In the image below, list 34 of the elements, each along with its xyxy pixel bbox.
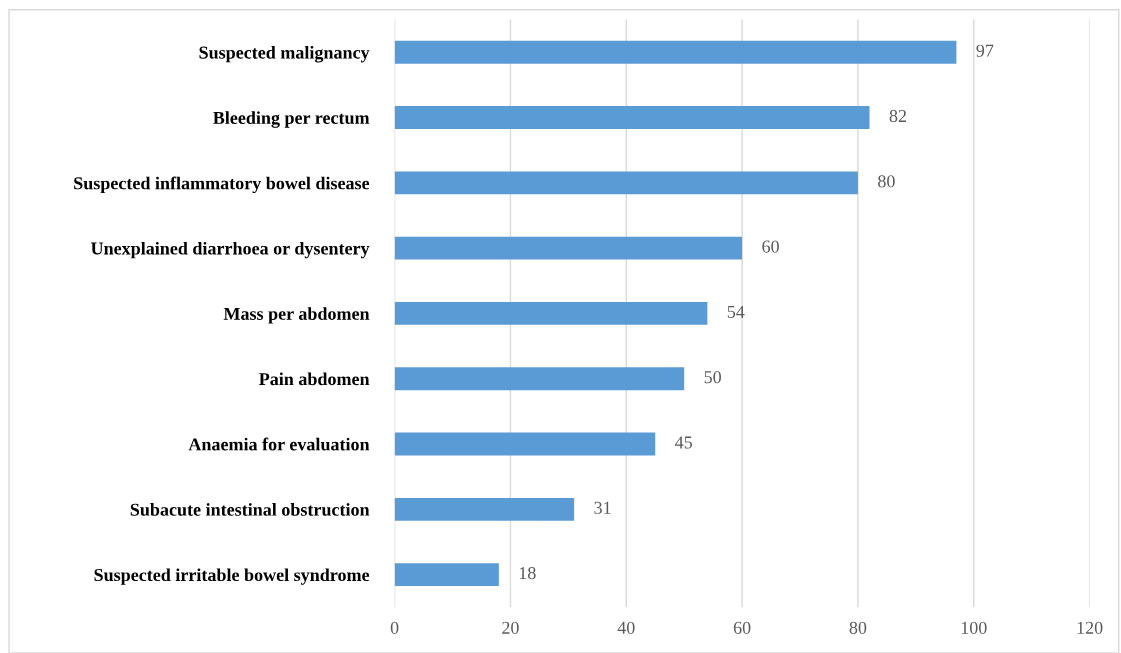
bar [394,497,575,521]
data-label: 60 [762,240,779,253]
y-tick-label: Anaemia for evaluation [188,437,370,451]
bar [394,236,743,260]
bar [394,171,858,195]
bar [394,367,685,391]
y-tick-label: Bleeding per rectum [213,111,370,128]
x-tick-label: 20 [502,621,519,634]
bar [394,106,870,129]
y-tick-label: Pain abdomen [259,372,370,386]
x-tick-label: 100 [961,621,987,634]
x-tick-label: 0 [390,621,399,634]
y-tick-label: Mass per abdomen [223,307,370,324]
data-label: 82 [889,109,907,123]
x-tick-label: 60 [733,621,751,634]
data-label: 31 [594,501,611,514]
y-tick-label: Unexplained diarrhoea or dysentery [91,241,370,259]
x-tick-label: 80 [849,621,867,634]
y-tick-label: Suspected malignancy [199,45,370,63]
bar [394,40,957,64]
y-tick-label: Subacute intestinal obstruction [130,503,370,516]
data-label: 54 [727,305,745,318]
data-label: 45 [675,436,693,449]
bar [394,302,708,325]
x-tick-label: 120 [1077,621,1103,634]
y-tick-label: Suspected irritable bowel syndrome [94,568,370,585]
data-label: 80 [878,175,895,188]
data-label: 50 [704,371,721,384]
y-tick-label: Suspected inflammatory bowel disease [74,176,370,194]
data-label: 18 [519,566,536,580]
x-tick-label: 40 [617,621,635,634]
bar [394,432,656,456]
data-label: 97 [976,44,994,57]
bar [394,563,499,587]
